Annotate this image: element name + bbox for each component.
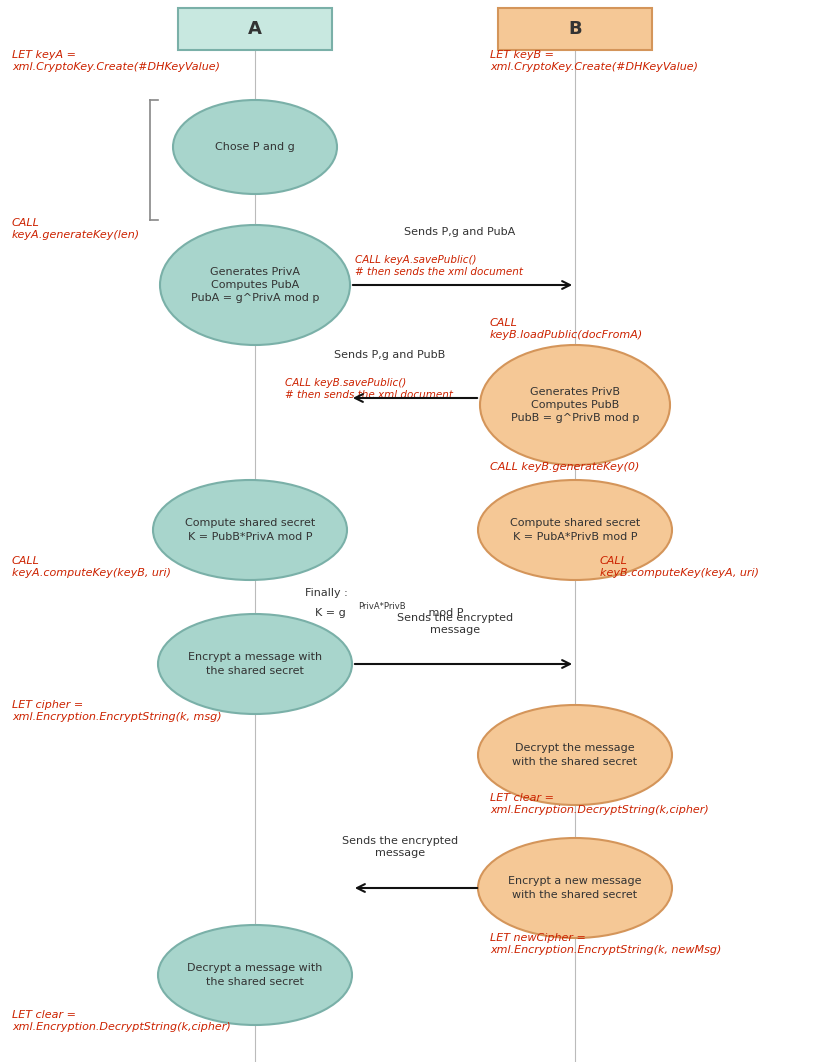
Text: Sends P,g and PubB: Sends P,g and PubB xyxy=(335,350,446,360)
Ellipse shape xyxy=(478,838,672,938)
Text: Chose P and g: Chose P and g xyxy=(215,142,294,152)
Ellipse shape xyxy=(478,705,672,805)
FancyBboxPatch shape xyxy=(179,7,331,50)
Text: Finally :: Finally : xyxy=(305,588,347,598)
Text: CALL
keyA.computeKey(keyB, uri): CALL keyA.computeKey(keyB, uri) xyxy=(12,556,171,578)
Text: Sends the encrypted
message: Sends the encrypted message xyxy=(397,614,513,635)
Ellipse shape xyxy=(153,480,347,580)
Text: CALL
keyB.computeKey(keyA, uri): CALL keyB.computeKey(keyA, uri) xyxy=(600,556,759,578)
Text: PrivA*PrivB: PrivA*PrivB xyxy=(358,602,405,611)
Ellipse shape xyxy=(158,925,352,1025)
Text: Sends P,g and PubA: Sends P,g and PubA xyxy=(404,227,516,237)
Text: LET keyA =
xml.CryptoKey.Create(#DHKeyValue): LET keyA = xml.CryptoKey.Create(#DHKeyVa… xyxy=(12,50,220,71)
Ellipse shape xyxy=(173,100,337,194)
Text: LET cipher =
xml.Encryption.EncryptString(k, msg): LET cipher = xml.Encryption.EncryptStrin… xyxy=(12,700,221,721)
Ellipse shape xyxy=(160,225,350,345)
Text: LET clear =
xml.Encryption.DecryptString(k,cipher): LET clear = xml.Encryption.DecryptString… xyxy=(12,1010,231,1031)
Text: A: A xyxy=(248,20,262,38)
Text: Generates PrivB
Computes PubB
PubB = g^PrivB mod p: Generates PrivB Computes PubB PubB = g^P… xyxy=(511,387,639,423)
Text: K = g: K = g xyxy=(315,609,346,618)
Text: CALL
keyB.loadPublic(docFromA): CALL keyB.loadPublic(docFromA) xyxy=(490,318,644,340)
Text: Generates PrivA
Computes PubA
PubA = g^PrivA mod p: Generates PrivA Computes PubA PubA = g^P… xyxy=(190,267,319,303)
Text: Compute shared secret
K = PubB*PrivA mod P: Compute shared secret K = PubB*PrivA mod… xyxy=(185,518,315,542)
Text: LET keyB =
xml.CryptoKey.Create(#DHKeyValue): LET keyB = xml.CryptoKey.Create(#DHKeyVa… xyxy=(490,50,698,71)
Text: CALL keyA.savePublic()
# then sends the xml document: CALL keyA.savePublic() # then sends the … xyxy=(355,255,523,276)
Ellipse shape xyxy=(158,614,352,714)
Text: LET newCipher =
xml.Encryption.EncryptString(k, newMsg): LET newCipher = xml.Encryption.EncryptSt… xyxy=(490,933,722,955)
Text: Encrypt a message with
the shared secret: Encrypt a message with the shared secret xyxy=(188,652,322,675)
Text: CALL keyB.generateKey(0): CALL keyB.generateKey(0) xyxy=(490,462,639,472)
Text: CALL keyB.savePublic()
# then sends the xml document: CALL keyB.savePublic() # then sends the … xyxy=(285,378,453,399)
Text: Compute shared secret
K = PubA*PrivB mod P: Compute shared secret K = PubA*PrivB mod… xyxy=(510,518,640,542)
Text: B: B xyxy=(568,20,581,38)
Text: Decrypt a message with
the shared secret: Decrypt a message with the shared secret xyxy=(187,963,323,987)
Text: CALL
keyA.generateKey(len): CALL keyA.generateKey(len) xyxy=(12,218,140,240)
Text: Sends the encrypted
message: Sends the encrypted message xyxy=(342,837,458,858)
Text: LET clear =
xml.Encryption.DecryptString(k,cipher): LET clear = xml.Encryption.DecryptString… xyxy=(490,793,709,815)
Text: Encrypt a new message
with the shared secret: Encrypt a new message with the shared se… xyxy=(508,876,642,900)
Ellipse shape xyxy=(480,345,670,465)
Ellipse shape xyxy=(478,480,672,580)
Text: Decrypt the message
with the shared secret: Decrypt the message with the shared secr… xyxy=(513,743,638,767)
Text: mod P: mod P xyxy=(425,609,463,618)
FancyBboxPatch shape xyxy=(498,7,652,50)
